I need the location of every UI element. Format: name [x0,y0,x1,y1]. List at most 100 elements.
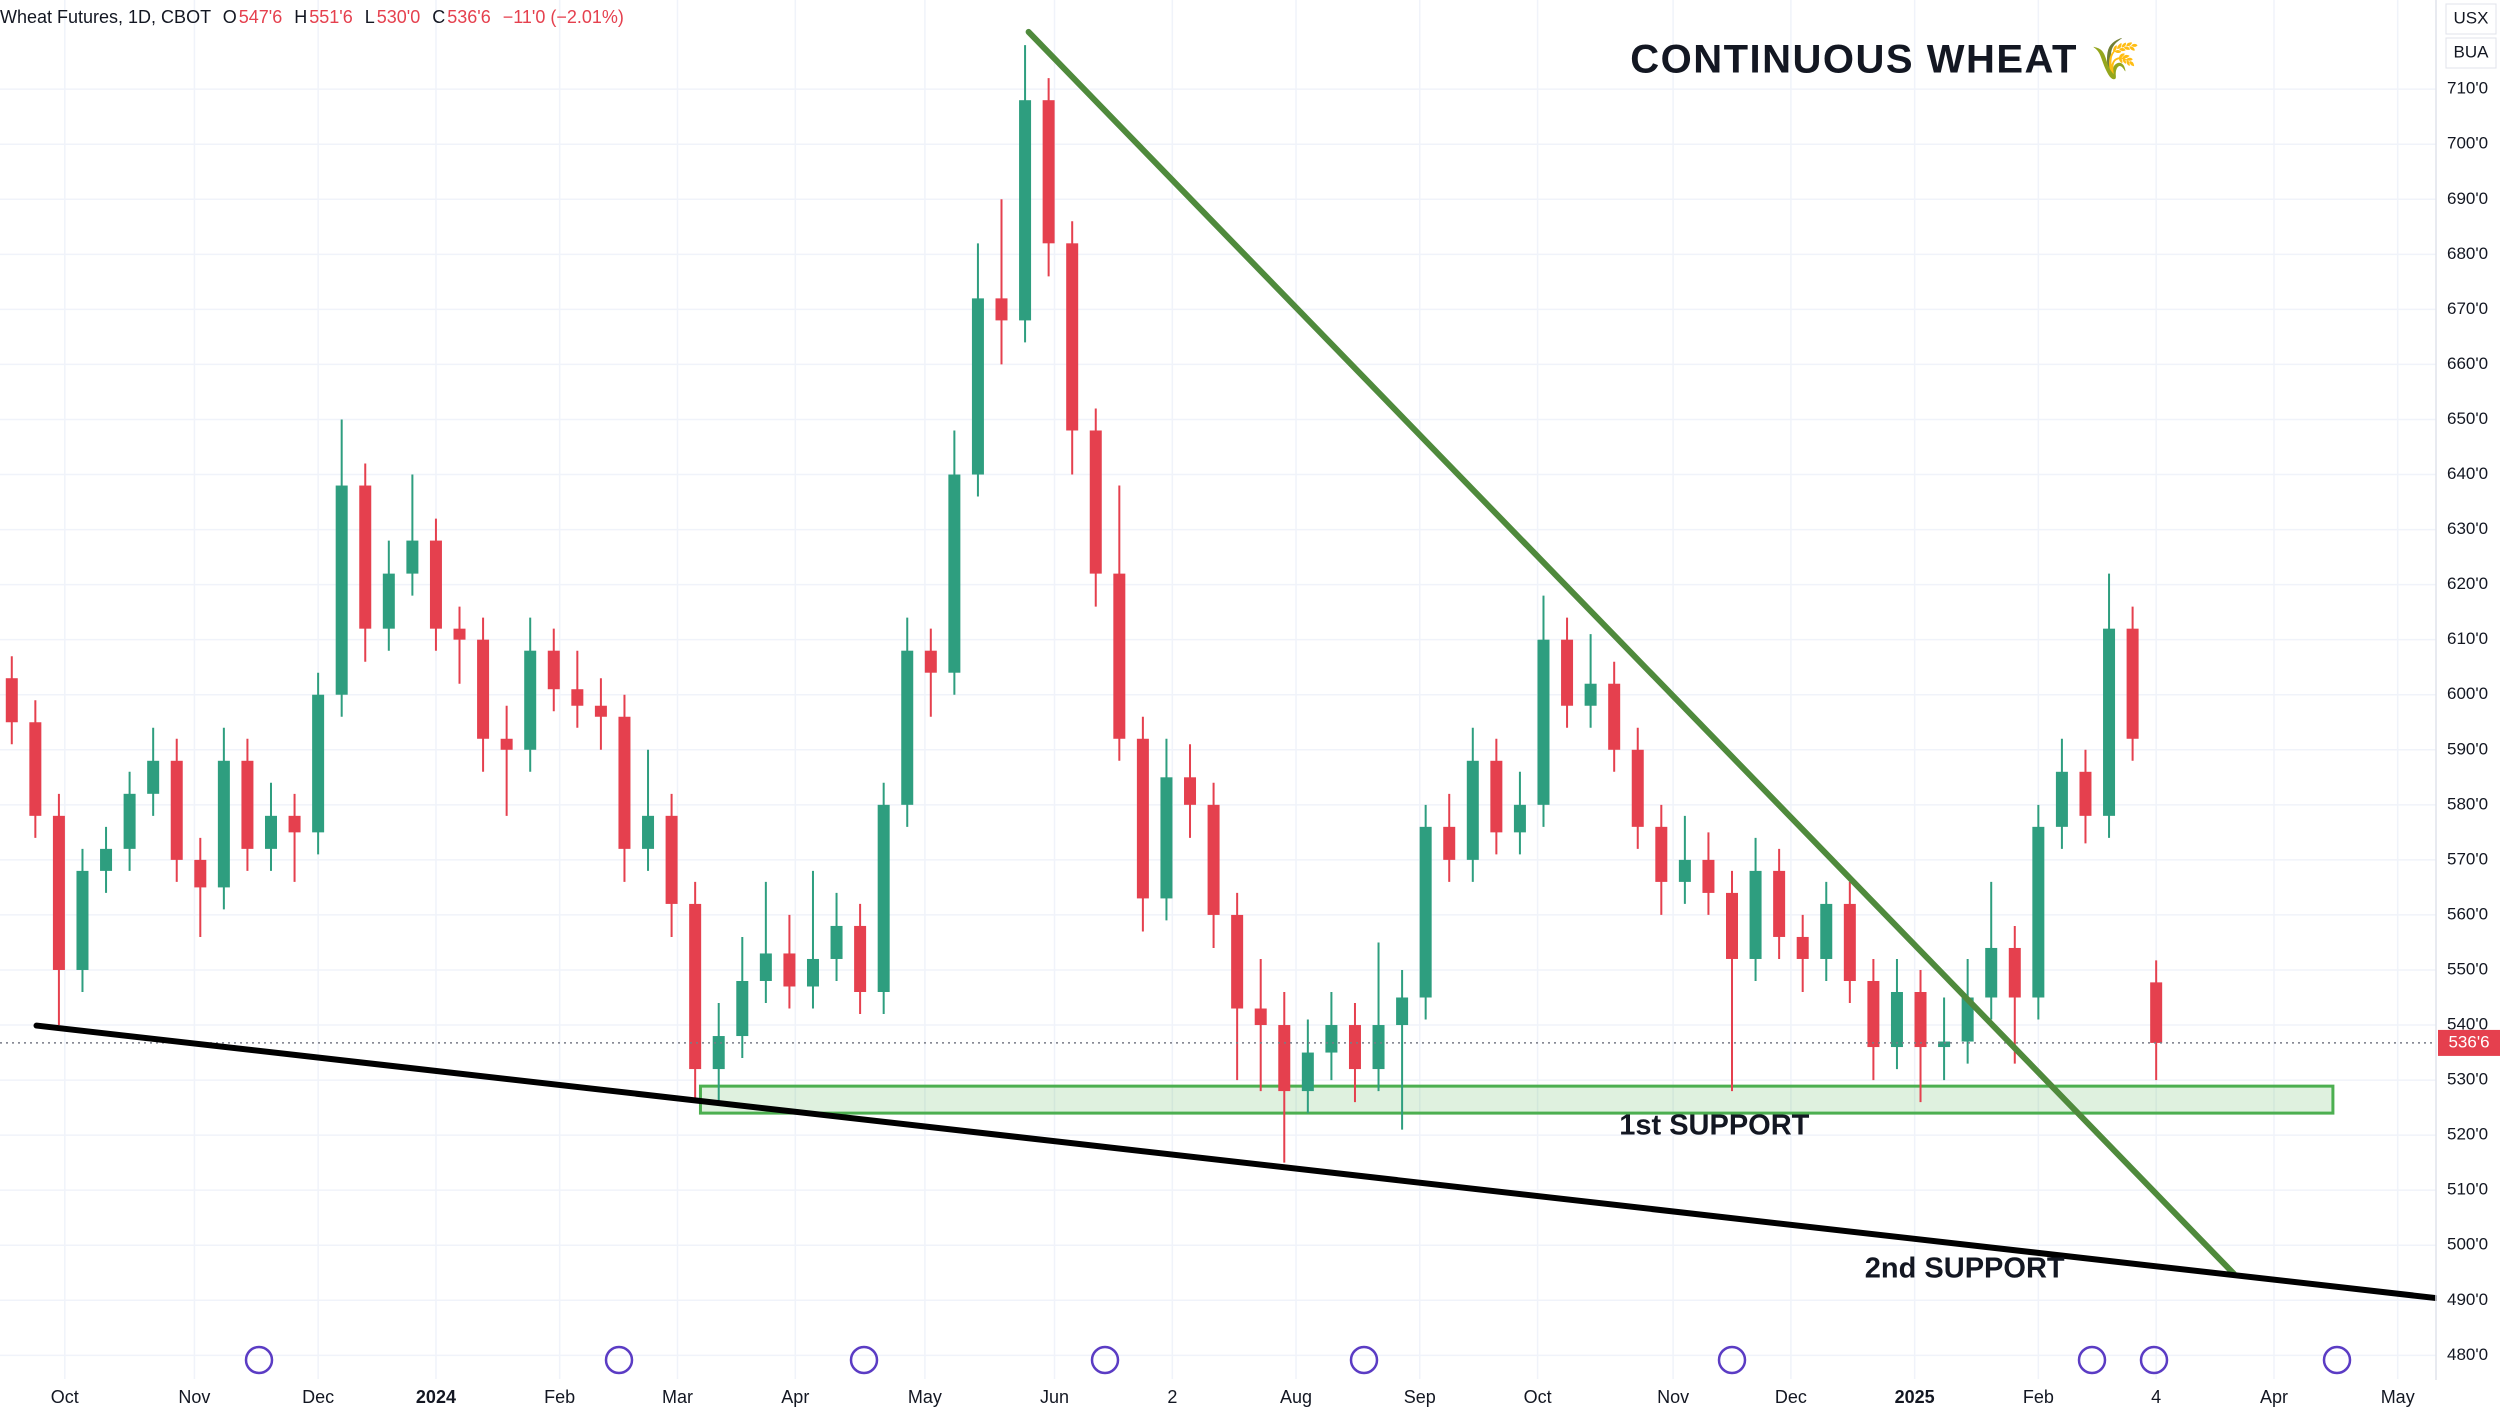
x-tick-label: Oct [1524,1387,1552,1407]
y-tick-label: 690'0 [2447,189,2488,208]
event-icon[interactable] [1717,1345,1747,1375]
candle-body [2103,628,2116,816]
trendline [33,1022,2439,1302]
candle-body [1207,804,1220,915]
candle-body [924,650,937,673]
candle-body [1537,639,1550,805]
candle-body [29,722,42,816]
candle-body [264,815,277,849]
candle-body [1631,749,1644,827]
legend-value: 536'6 [447,7,490,27]
candle-body [665,815,678,904]
candle-body [759,953,772,981]
candle-body [429,540,442,629]
candle-body [1749,870,1762,959]
candle-body [642,815,655,849]
candle-body [1726,892,1739,959]
candle-body [2079,771,2092,816]
candle-body [1678,859,1691,882]
candle-body [1796,936,1809,959]
event-icon[interactable] [244,1345,274,1375]
candle-body [100,848,113,871]
x-tick-label: Aug [1280,1387,1312,1407]
candle-body [524,650,537,750]
x-tick-label: Nov [1657,1387,1689,1407]
x-tick-label: Mar [662,1387,693,1407]
legend-key: O [223,7,237,27]
event-icon[interactable] [2322,1345,2352,1375]
candle-body [2055,771,2068,827]
support-zone [698,1084,2335,1115]
candle-body [1348,1025,1361,1070]
legend-value: 551'6 [309,7,352,27]
legend-key: L [365,7,375,27]
y-tick-label: 710'0 [2447,79,2488,98]
event-icon[interactable] [2077,1345,2107,1375]
candle-body [406,540,419,574]
x-tick-label: Apr [781,1387,809,1407]
y-tick-label: 680'0 [2447,244,2488,263]
candle-body [1396,997,1409,1026]
candle-body [1089,430,1102,574]
event-icon[interactable] [2139,1345,2169,1375]
marks [5,45,2335,1163]
y-tick-label: 570'0 [2447,849,2488,868]
y-tick-label: 550'0 [2447,959,2488,978]
currency-box[interactable] [2445,3,2497,35]
symbol: Wheat Futures, 1D, CBOT [0,7,211,27]
event-icon[interactable] [604,1345,634,1375]
x-tick-label: May [908,1387,942,1407]
y-tick-label: 510'0 [2447,1180,2488,1199]
candle-body [571,689,584,706]
y-tick-label: 520'0 [2447,1125,2488,1144]
candle-body [1843,903,1856,981]
event-icon[interactable] [1349,1345,1379,1375]
candle-body [1136,738,1149,899]
candle-body [1019,100,1032,321]
x-tick-label: Sep [1404,1387,1436,1407]
y-tick-label: 590'0 [2447,739,2488,758]
candle-body [1231,914,1244,1009]
y-tick-label: 670'0 [2447,299,2488,318]
x-tick-label: 4 [2151,1387,2161,1407]
candle-body [689,903,702,1070]
x-tick-label: Apr [2260,1387,2288,1407]
y-tick-label: 630'0 [2447,519,2488,538]
overlays: 1st SUPPORT 2nd SUPPORT [0,28,2439,1302]
candle-body [2008,947,2021,998]
x-tick-label: Feb [2023,1387,2054,1407]
y-tick-label: 650'0 [2447,409,2488,428]
unit[interactable]: BUA [2454,42,2490,61]
legend-key: H [294,7,307,27]
x-tick-label: Nov [178,1387,210,1407]
candle-body [1513,804,1526,833]
legend-value: 547'6 [239,7,282,27]
event-icon[interactable] [849,1345,879,1375]
candle-body [830,925,843,959]
candle-body [806,958,819,987]
y-tick-label: 660'0 [2447,354,2488,373]
y-tick-label: 530'0 [2447,1070,2488,1089]
header: Wheat Futures, 1D, CBOT O 547'6 H 551'6 L 530'… [0,7,624,27]
y-tick-label: 640'0 [2447,464,2488,483]
candle-body [312,694,325,833]
candle-body [547,650,560,690]
x-tick-label: 2025 [1895,1387,1935,1407]
annotation: 2nd SUPPORT [1865,1253,2065,1285]
candle-body [1466,760,1479,860]
event-icon[interactable] [1090,1345,1120,1375]
currency[interactable]: USX [2454,8,2489,27]
change: −11'0 (−2.01%) [503,7,624,27]
y-tick-label: 500'0 [2447,1235,2488,1254]
x-tick-label: Dec [302,1387,334,1407]
unit-box[interactable] [2445,37,2497,69]
x-tick-label: Oct [51,1387,79,1407]
candle-body [1561,639,1574,706]
candle-body [170,760,183,860]
candle-body [783,953,796,987]
candle-body [877,804,890,992]
last-price-label: 536'6 [2448,1032,2489,1051]
